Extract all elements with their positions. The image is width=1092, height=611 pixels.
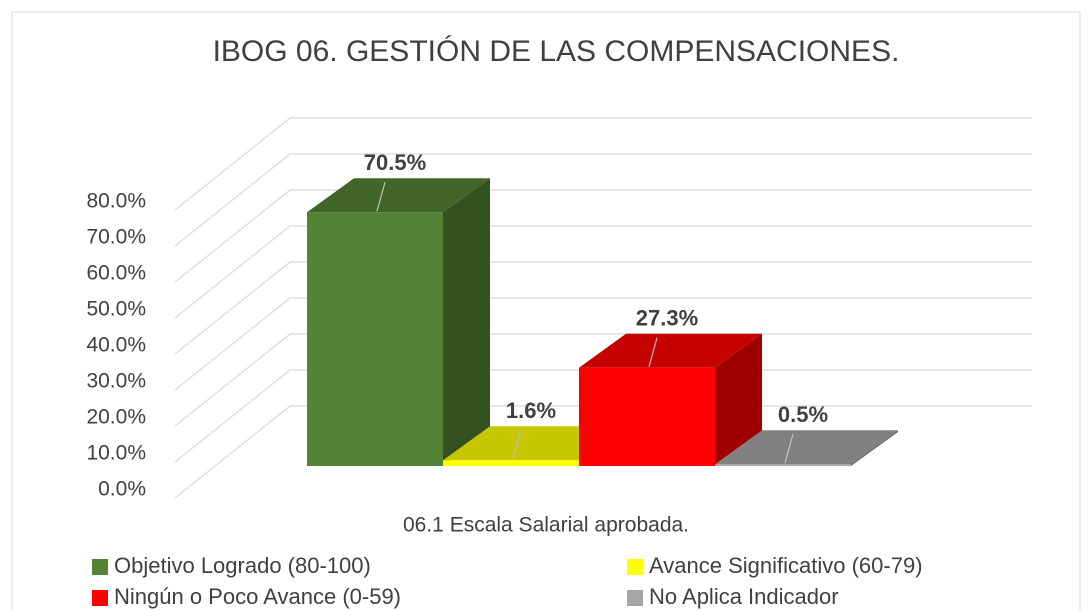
grid-line — [174, 153, 1032, 247]
grid-line — [174, 369, 1032, 463]
category-label: 06.1 Escala Salarial aprobada. — [403, 514, 689, 537]
bar — [443, 460, 579, 466]
leader-line — [512, 430, 522, 460]
legend-swatch — [92, 590, 108, 606]
y-tick-label: 80.0% — [86, 190, 146, 213]
legend-swatch — [92, 559, 108, 575]
leader-line — [376, 182, 386, 212]
y-tick-label: 50.0% — [86, 298, 146, 321]
bar-side — [443, 178, 490, 466]
data-label: 1.6% — [506, 398, 556, 423]
chart-title: IBOG 06. GESTIÓN DE LAS COMPENSACIONES. — [213, 35, 900, 68]
y-tick-label: 30.0% — [86, 370, 146, 393]
leader-line — [784, 434, 794, 464]
bar-top — [307, 178, 490, 213]
y-tick-label: 40.0% — [86, 334, 146, 357]
grid-line — [174, 333, 1032, 427]
legend-label: Avance Significativo (60-79) — [649, 553, 923, 578]
bar-side — [715, 333, 762, 466]
grid-line — [174, 117, 1032, 211]
grid-line — [174, 261, 1032, 355]
grid-line — [174, 189, 1032, 283]
legend-swatch — [627, 590, 643, 606]
data-label: 0.5% — [778, 402, 828, 427]
y-tick-label: 60.0% — [86, 262, 146, 285]
grid-line — [174, 225, 1032, 319]
y-tick-label: 70.0% — [86, 226, 146, 249]
leader-line — [648, 337, 658, 367]
legend-label: No Aplica Indicador — [649, 584, 839, 609]
y-tick-label: 0.0% — [98, 478, 146, 501]
data-label: 70.5% — [364, 150, 426, 175]
bar — [715, 464, 851, 466]
legend-label: Objetivo Logrado (80-100) — [114, 553, 371, 578]
bar — [579, 367, 715, 466]
grid-line — [174, 405, 1032, 499]
legend-label: Ningún o Poco Avance (0-59) — [114, 584, 401, 609]
bar-top — [579, 333, 762, 368]
bar-top — [715, 430, 898, 465]
data-label: 27.3% — [636, 306, 698, 331]
y-tick-label: 20.0% — [86, 406, 146, 429]
legend-swatch — [627, 559, 643, 575]
bar-side — [851, 430, 898, 466]
chart-area — [11, 11, 1081, 611]
bar — [307, 212, 443, 466]
y-tick-label: 10.0% — [86, 442, 146, 465]
grid-line — [174, 297, 1032, 391]
